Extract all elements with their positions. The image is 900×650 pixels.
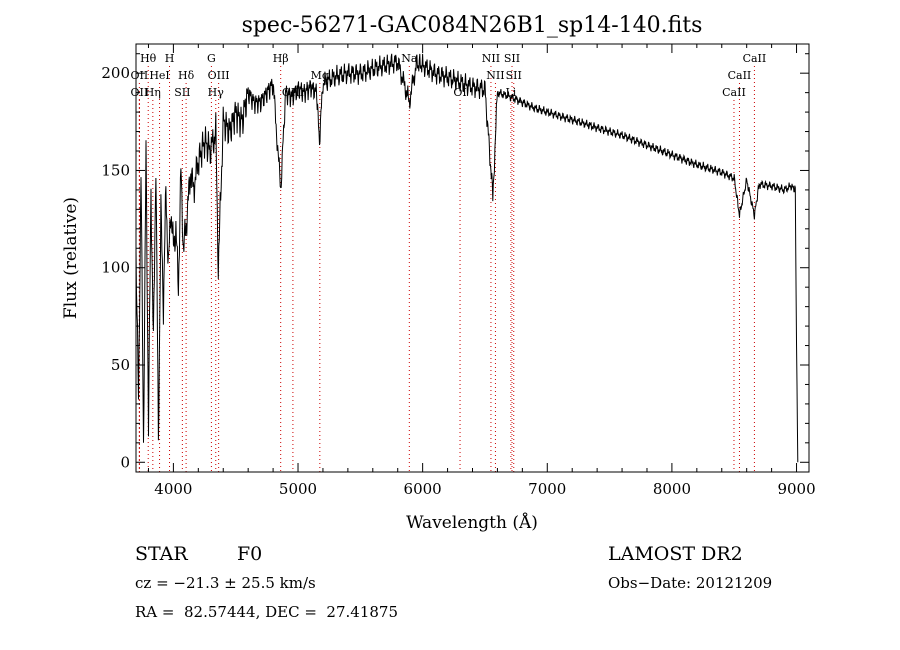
line-marker-label: NII [486, 69, 504, 82]
x-tick-label: 9000 [777, 480, 815, 498]
line-marker-label: SII [506, 69, 522, 82]
line-marker-label: Hδ [178, 69, 195, 82]
line-marker-label: Na [401, 52, 418, 65]
spectrum-series [135, 53, 799, 463]
y-tick-label: 200 [101, 64, 130, 82]
obs-date-text: Obs−Date: 20121209 [608, 574, 773, 592]
x-axis-title: Wavelength (Å) [406, 512, 538, 533]
coordinates-text: RA = 82.57444, DEC = 27.41875 [135, 603, 399, 621]
line-marker-label: Li [505, 86, 516, 99]
y-tick-label: 50 [111, 356, 130, 374]
line-marker-label: SII [504, 52, 520, 65]
line-marker-label: G [207, 52, 216, 65]
line-marker-label: NII [482, 52, 500, 65]
object-subclass: F0 [237, 543, 263, 565]
line-marker-label: Hη [145, 86, 161, 99]
chart-title: spec-56271-GAC084N26B1_sp14-140.fits [242, 13, 703, 38]
y-axis-title: Flux (relative) [61, 197, 81, 319]
line-marker-label: Hγ [208, 86, 225, 99]
line-marker-label: HeI [149, 69, 169, 82]
y-tick-label: 150 [101, 161, 130, 179]
axis-ticks: 4000 5000 6000 7000 8000 9000 0 50 100 150 200 [101, 44, 816, 498]
x-tick-label: 5000 [279, 480, 317, 498]
x-tick-label: 6000 [404, 480, 442, 498]
line-marker-label: OII [131, 69, 149, 82]
line-marker-label: CaII [722, 86, 746, 99]
y-tick-label: 100 [101, 259, 130, 277]
object-class: STAR [135, 543, 188, 565]
x-tick-label: 8000 [653, 480, 691, 498]
y-tick-label: 0 [120, 453, 130, 471]
line-marker-label: H [165, 52, 175, 65]
plot-frame [135, 43, 810, 473]
x-tick-label: 7000 [528, 480, 566, 498]
x-tick-label: 4000 [154, 480, 192, 498]
redshift-text: cz = −21.3 ± 25.5 km/s [135, 574, 316, 592]
line-marker-label: SII [174, 86, 190, 99]
survey-label: LAMOST DR2 [608, 543, 743, 565]
line-marker-label: Hθ [140, 52, 157, 65]
line-marker-label: Hβ [273, 52, 289, 65]
spectrum-line [135, 53, 799, 463]
line-marker-label: OIII [208, 69, 230, 82]
line-marker-label: CaII [743, 52, 767, 65]
line-marker-label: CaII [728, 69, 752, 82]
